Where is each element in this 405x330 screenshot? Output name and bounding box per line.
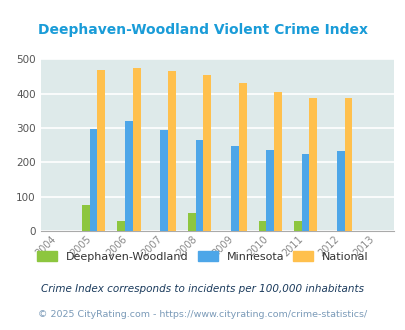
Bar — [125, 121, 132, 231]
Bar — [203, 75, 211, 231]
Bar — [336, 151, 344, 231]
Bar — [90, 129, 97, 231]
Text: Crime Index corresponds to incidents per 100,000 inhabitants: Crime Index corresponds to incidents per… — [41, 284, 364, 294]
Text: © 2025 CityRating.com - https://www.cityrating.com/crime-statistics/: © 2025 CityRating.com - https://www.city… — [38, 310, 367, 319]
Bar — [238, 83, 246, 231]
Legend: Deephaven-Woodland, Minnesota, National: Deephaven-Woodland, Minnesota, National — [34, 248, 371, 266]
Bar — [160, 130, 168, 231]
Bar — [293, 221, 301, 231]
Bar — [266, 150, 273, 231]
Bar — [117, 221, 125, 231]
Bar — [132, 68, 140, 231]
Bar — [195, 140, 203, 231]
Bar — [258, 221, 266, 231]
Text: Deephaven-Woodland Violent Crime Index: Deephaven-Woodland Violent Crime Index — [38, 23, 367, 37]
Bar — [82, 205, 90, 231]
Bar — [168, 71, 175, 231]
Bar — [301, 154, 309, 231]
Bar — [273, 92, 281, 231]
Bar — [344, 98, 352, 231]
Bar — [97, 70, 105, 231]
Bar — [188, 213, 195, 231]
Bar — [230, 146, 238, 231]
Bar — [309, 98, 316, 231]
